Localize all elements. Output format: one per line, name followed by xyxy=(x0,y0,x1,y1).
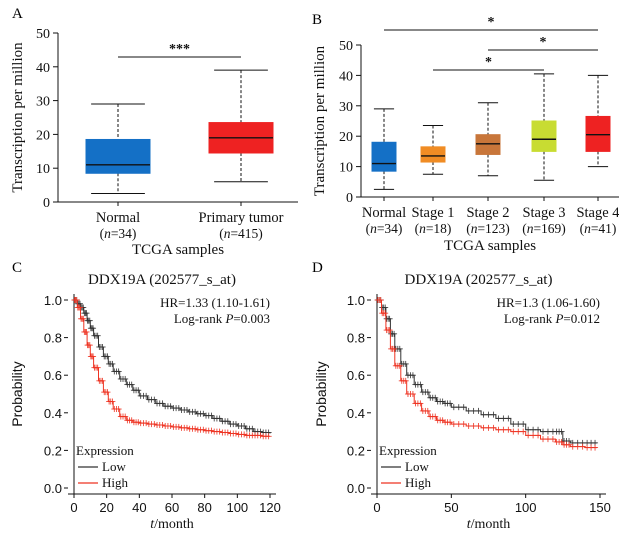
box-stage-4 xyxy=(585,115,611,152)
y-tick-label: 0.2 xyxy=(44,443,62,458)
y-tick-label: 50 xyxy=(36,27,50,42)
y-tick-label: 0.4 xyxy=(347,406,365,421)
legend-label: High xyxy=(102,475,129,490)
x-axis-label: t/month xyxy=(150,517,194,532)
panel-d-survival: DDX19A (202577_s_at) 0.0 0.2 0.4 0.6 0.8 1.0 0 5… xyxy=(313,272,611,532)
y-tick-label: 30 xyxy=(339,100,353,115)
x-tick-label: 80 xyxy=(197,500,211,515)
y-tick-label: 10 xyxy=(339,161,353,176)
panel-b-boxplot: 0 10 20 30 40 50 Transcription per million TCGA… xyxy=(312,15,619,254)
panel-label-a: A xyxy=(12,6,23,22)
y-tick-label: 0 xyxy=(43,196,50,211)
x-tick-label: 40 xyxy=(132,500,146,515)
censor-marks-low xyxy=(71,297,272,436)
y-tick-label: 20 xyxy=(36,128,50,143)
y-tick-label: 30 xyxy=(36,95,50,110)
x-axis-label: TCGA samples xyxy=(132,242,224,258)
box-stage-1 xyxy=(420,146,446,163)
logrank-text: Log-rank P=0.012 xyxy=(504,311,600,326)
y-tick-label: 10 xyxy=(36,162,50,177)
group-label: Normal xyxy=(362,205,406,221)
y-tick-label: 20 xyxy=(339,130,353,145)
y-axis-label: Probability xyxy=(9,361,25,426)
box-stage-3 xyxy=(531,120,557,152)
box-stage-2 xyxy=(475,134,501,155)
panel-label-d: D xyxy=(312,260,323,276)
box-normal xyxy=(85,138,151,174)
y-tick-label: 0.6 xyxy=(347,368,365,383)
x-tick-label: 120 xyxy=(259,500,281,515)
y-tick-label: 0 xyxy=(346,191,353,206)
censor-marks-high xyxy=(71,297,272,440)
y-tick-label: 1.0 xyxy=(44,293,62,308)
y-tick-label: 0.4 xyxy=(44,406,62,421)
x-tick-label: 100 xyxy=(226,500,248,515)
panel-a-boxplot: 0 10 20 30 40 50 Transcription per million TCGA… xyxy=(10,27,298,258)
group-n-label: (n=34) xyxy=(100,226,137,241)
y-tick-label: 50 xyxy=(339,39,353,54)
group-n-label: (n=169) xyxy=(522,221,566,236)
legend-label: High xyxy=(405,475,432,490)
chart-title: DDX19A (202577_s_at) xyxy=(88,272,236,288)
hazard-ratio-text: HR=1.3 (1.06-1.60) xyxy=(497,295,600,310)
group-label: Stage 2 xyxy=(466,205,509,221)
group-label: Stage 3 xyxy=(522,205,565,221)
group-n-label: (n=34) xyxy=(366,221,403,236)
group-n-label: (n=18) xyxy=(415,221,452,236)
group-label: Stage 4 xyxy=(576,205,619,221)
y-tick-label: 0.8 xyxy=(44,331,62,346)
y-tick-label: 0.6 xyxy=(44,368,62,383)
panel-label-b: B xyxy=(312,12,322,28)
legend-label: Low xyxy=(405,459,429,474)
logrank-text: Log-rank P=0.003 xyxy=(174,311,270,326)
y-axis-label: Transcription per million xyxy=(10,42,26,193)
hazard-ratio-text: HR=1.33 (1.10-1.61) xyxy=(160,295,270,310)
x-tick-label: 0 xyxy=(70,500,77,515)
y-tick-label: 40 xyxy=(36,61,50,76)
legend-title: Expression xyxy=(379,443,437,458)
chart-title: DDX19A (202577_s_at) xyxy=(405,272,553,288)
x-axis-label: t/month xyxy=(467,517,511,532)
x-tick-label: 100 xyxy=(515,500,537,515)
legend-title: Expression xyxy=(76,443,134,458)
x-tick-label: 20 xyxy=(99,500,113,515)
y-tick-label: 0.0 xyxy=(347,481,365,496)
y-axis-label: Transcription per million xyxy=(312,45,328,196)
x-tick-label: 0 xyxy=(373,500,380,515)
group-label: Normal xyxy=(96,210,140,226)
x-tick-label: 50 xyxy=(444,500,458,515)
y-tick-label: 0.8 xyxy=(347,331,365,346)
censor-marks-high xyxy=(374,297,599,451)
x-axis-label: TCGA samples xyxy=(444,238,536,254)
significance-label: * xyxy=(485,55,492,70)
group-n-label: (n=123) xyxy=(466,221,510,236)
group-label: Stage 1 xyxy=(411,205,454,221)
y-tick-label: 1.0 xyxy=(347,293,365,308)
box-normal xyxy=(371,141,397,172)
group-n-label: (n=415) xyxy=(219,226,263,241)
significance-label: *** xyxy=(169,42,190,57)
y-tick-label: 0.2 xyxy=(347,443,365,458)
y-tick-label: 40 xyxy=(339,69,353,84)
group-label: Primary tumor xyxy=(199,210,284,226)
panel-label-c: C xyxy=(12,260,22,276)
significance-label: * xyxy=(540,35,547,50)
x-tick-label: 150 xyxy=(589,500,611,515)
panel-c-survival: DDX19A (202577_s_at) 0.0 0.2 0.4 0.6 0.8 1.0 0 2… xyxy=(9,272,281,532)
y-axis-label: Probability xyxy=(313,361,329,426)
y-tick-label: 0.0 xyxy=(44,481,62,496)
group-n-label: (n=41) xyxy=(580,221,617,236)
significance-label: * xyxy=(488,15,495,30)
x-tick-label: 60 xyxy=(165,500,179,515)
legend-label: Low xyxy=(102,459,126,474)
